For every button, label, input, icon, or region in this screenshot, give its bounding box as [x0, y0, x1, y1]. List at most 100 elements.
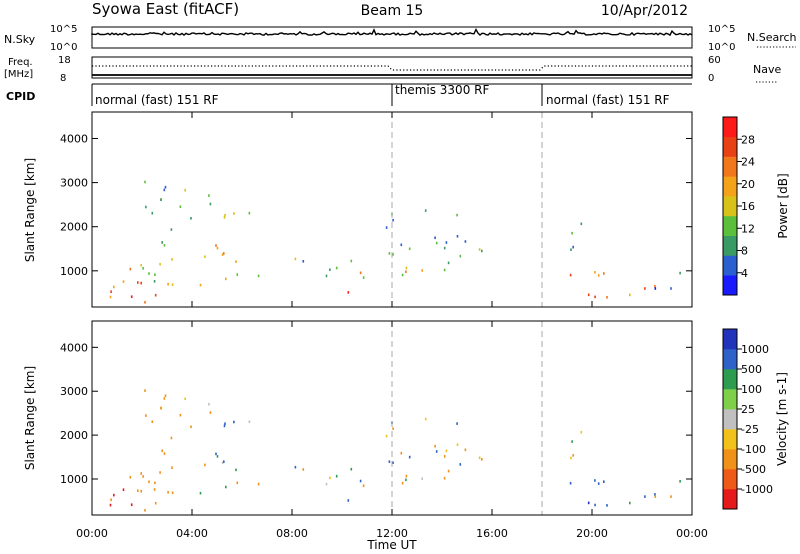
power-echo-cell: [594, 295, 596, 299]
power-echo-cell: [151, 211, 154, 215]
power-echo-cell: [302, 260, 305, 263]
velocity-echo-cell: [654, 493, 656, 496]
velocity-echo-cell: [140, 472, 142, 475]
noise-right-tick-bottom: 10^0: [708, 42, 735, 53]
velocity-echo-cell: [571, 440, 573, 443]
power-colorbar-segment: [723, 176, 737, 197]
x-tick-label: 16:00: [476, 527, 508, 540]
velocity-echo-cell: [225, 485, 227, 489]
velocity-echo-cell: [362, 484, 365, 487]
velocity-echo-cell: [235, 468, 237, 472]
velocity-echo-cell: [594, 503, 596, 507]
velocity-echo-cell: [421, 477, 423, 480]
velocity-echo-cell: [148, 480, 150, 484]
velocity-echo-cell: [350, 467, 353, 471]
nave-right-tick-top: 60: [708, 55, 721, 66]
x-tick-label: 08:00: [276, 527, 308, 540]
power-echo-cell: [221, 253, 224, 256]
power-panel: Slant Range [km] 1000 2000 3000 4000: [23, 111, 693, 308]
velocity-echo-cell: [443, 476, 446, 480]
power-echo-cell: [223, 216, 226, 219]
velocity-echo-cell: [129, 476, 132, 479]
power-ytick-label: 4000: [60, 132, 88, 145]
power-echo-cell: [236, 273, 239, 276]
x-tick-label: 00:00: [676, 527, 708, 540]
power-echo-cell: [235, 260, 237, 263]
velocity-echo-cell: [478, 456, 481, 460]
velocity-echo-cells: [109, 389, 681, 512]
velocity-ytick-label: 3000: [60, 385, 88, 398]
power-echo-cell: [434, 236, 436, 240]
velocity-echo-cell: [184, 397, 186, 401]
velocity-echo-cell: [359, 479, 362, 483]
power-echo-cell: [597, 274, 600, 277]
velocity-echo-cell: [190, 425, 192, 429]
power-echo-cell: [654, 285, 656, 288]
power-echo-cell: [481, 249, 483, 253]
velocity-echo-cell: [388, 460, 391, 463]
power-echo-cell: [392, 218, 394, 222]
velocity-colorbar-segment: [723, 449, 737, 470]
power-colorbar-segment: [723, 156, 737, 177]
velocity-echo-cell: [302, 468, 305, 471]
power-echo-cell: [571, 231, 573, 235]
power-echo-cell: [216, 246, 219, 250]
power-colorbar-tick-label: 4: [741, 267, 748, 280]
power-colorbar-segment: [723, 275, 737, 296]
velocity-echo-cell: [654, 495, 657, 498]
power-echo-cell: [445, 241, 448, 244]
velocity-colorbar-segment: [723, 429, 737, 450]
velocity-echo-cell: [140, 489, 142, 493]
velocity-echo-cell: [587, 501, 590, 505]
velocity-echo-cell: [464, 448, 467, 452]
velocity-colorbar-tick-label: -100: [741, 443, 766, 456]
x-tick-label: 20:00: [576, 527, 608, 540]
power-echo-cell: [233, 212, 235, 215]
plot-title: Syowa East (fitACF): [92, 0, 239, 18]
power-echo-cell: [464, 240, 467, 243]
velocity-echo-cell: [130, 503, 133, 506]
velocity-echo-cell: [572, 454, 574, 457]
velocity-echo-cell: [144, 509, 146, 512]
velocity-echo-cell: [122, 488, 125, 491]
velocity-echo-cell: [208, 402, 210, 406]
velocity-echo-cell: [163, 452, 166, 455]
velocity-echo-cell: [570, 456, 572, 460]
power-echo-cell: [606, 296, 608, 299]
power-colorbar-tick-label: 24: [741, 156, 755, 169]
power-echo-cell: [163, 188, 166, 192]
power-echo-cell: [248, 211, 251, 215]
power-echo-cell: [644, 287, 646, 290]
power-colorbar-label: Power [dB]: [776, 173, 790, 238]
velocity-echo-cell: [325, 482, 328, 486]
power-echo-cell: [329, 268, 331, 271]
velocity-ytick-label: 2000: [60, 429, 88, 442]
power-echo-cell: [170, 228, 173, 231]
velocity-echo-cell: [385, 434, 388, 438]
power-colorbar-segment: [723, 136, 737, 157]
power-echo-cell: [400, 243, 403, 247]
power-echo-cell: [580, 222, 583, 226]
power-echo-cell: [456, 213, 458, 217]
power-echo-cell: [405, 266, 408, 270]
x-tick-label: 00:00: [76, 527, 108, 540]
velocity-echo-cell: [142, 475, 144, 478]
power-echo-cell: [603, 272, 605, 275]
velocity-echo-cell: [167, 491, 169, 494]
power-echo-cell: [225, 277, 227, 281]
power-echo-cell: [257, 274, 260, 278]
power-echo-cell: [154, 293, 157, 297]
power-echo-cell: [204, 255, 206, 258]
velocity-colorbar-segment: [723, 489, 737, 510]
power-echo-cell: [392, 253, 394, 256]
velocity-echo-cell: [171, 466, 173, 469]
power-echo-cell: [459, 254, 462, 258]
velocity-echo-cell: [670, 495, 672, 498]
power-echo-cell: [388, 252, 391, 255]
x-axis-label: Time UT: [366, 538, 417, 552]
velocity-colorbar-segment: [723, 389, 737, 410]
velocity-echo-cell: [597, 482, 600, 485]
power-echo-cell: [679, 271, 681, 275]
x-tick-label: 04:00: [176, 527, 208, 540]
power-echo-cell: [142, 267, 144, 270]
